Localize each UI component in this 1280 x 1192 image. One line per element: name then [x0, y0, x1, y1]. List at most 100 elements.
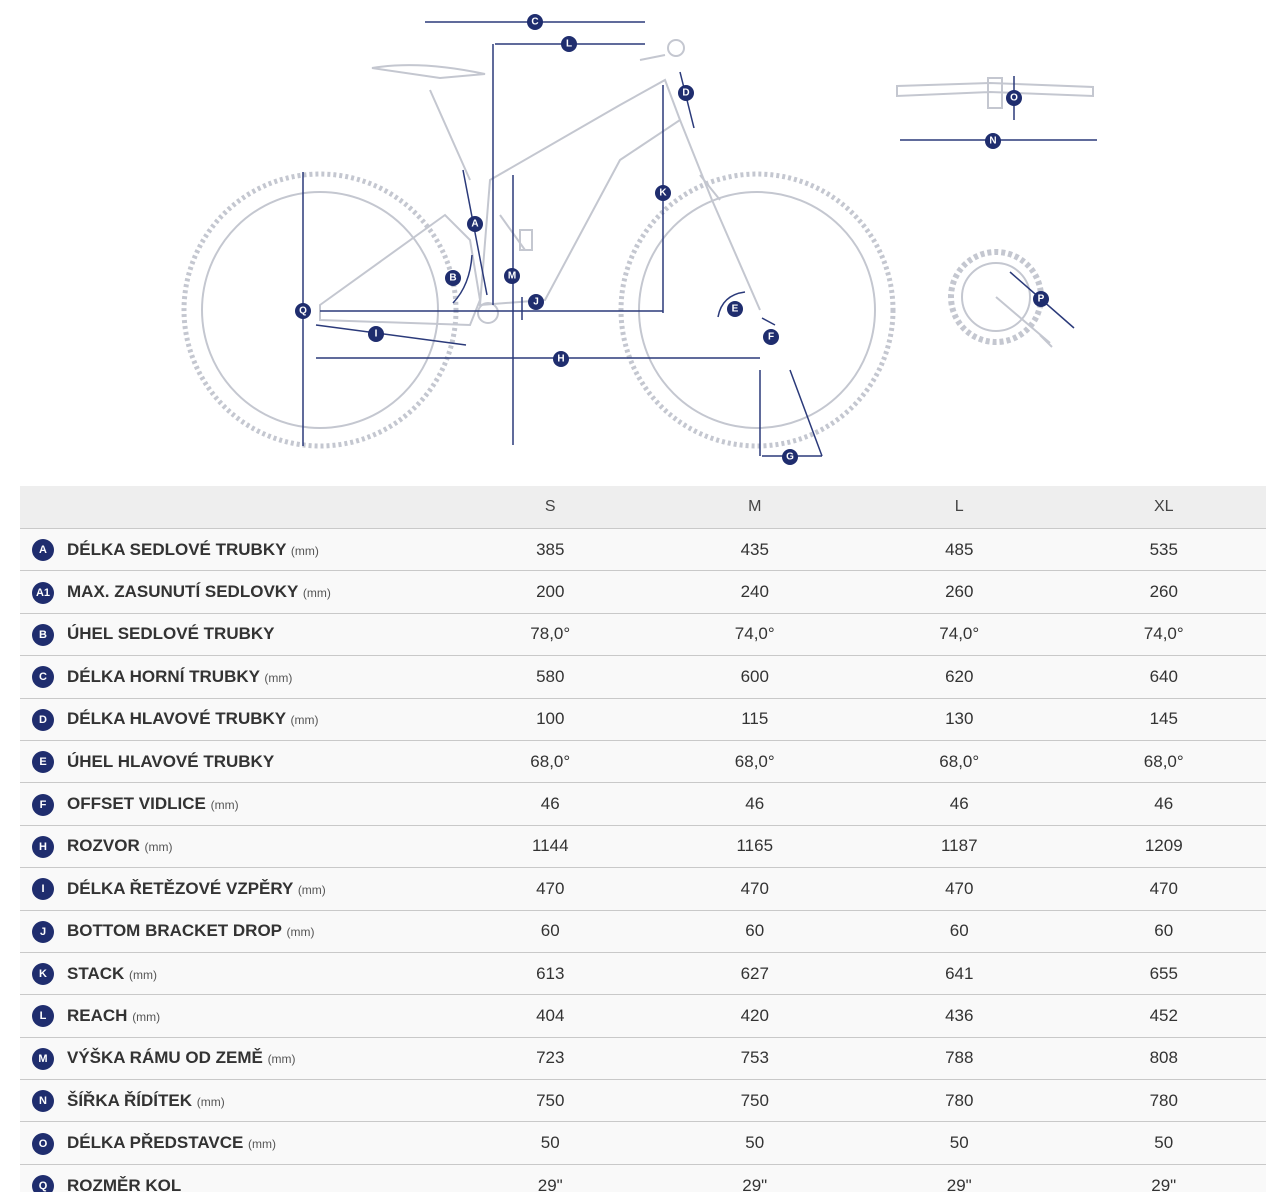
- value-cell: 29": [652, 1163, 857, 1192]
- table-row: L REACH (mm) 404 420 436 452: [20, 994, 1266, 1038]
- value-cell: 1187: [857, 824, 1062, 868]
- value-cell: 50: [652, 1121, 857, 1165]
- badge-cell: L: [20, 994, 66, 1038]
- value-cell: 641: [857, 951, 1062, 995]
- value-cell: 50: [857, 1121, 1062, 1165]
- unit: (mm): [210, 798, 239, 813]
- value-cell: 404: [448, 994, 653, 1038]
- row-name: DÉLKA HLAVOVÉ TRUBKY (mm): [66, 697, 448, 741]
- unit: (mm): [290, 713, 319, 728]
- label-circle: [678, 85, 694, 101]
- table-row: N ŠÍŘKA ŘÍDÍTEK (mm) 750 750 780 780: [20, 1079, 1266, 1122]
- unit: (mm): [297, 882, 326, 897]
- dimension-label: D: [678, 85, 694, 101]
- value-cell: 74,0°: [1061, 612, 1266, 656]
- value-cell: 74,0°: [857, 612, 1062, 656]
- value-cell: 46: [448, 782, 653, 826]
- label-text: M: [508, 271, 516, 282]
- label-text: L: [566, 39, 572, 50]
- dimension-label: P: [1033, 291, 1049, 307]
- value-cell: 753: [652, 1036, 857, 1080]
- value-cell: 452: [1061, 994, 1266, 1038]
- geometry-table: S M L XL A DÉLKA SEDLOVÉ TRUBKY (mm) 385 435 48…: [20, 486, 1266, 1192]
- badge: J: [32, 920, 54, 943]
- unit: (mm): [267, 1052, 296, 1067]
- name-text: ROZVOR: [67, 836, 140, 856]
- dimension-label: Q: [295, 303, 311, 319]
- badge-cell: O: [20, 1121, 66, 1165]
- row-name: MAX. ZASUNUTÍ SEDLOVKY (mm): [66, 570, 448, 614]
- table-row: H ROZVOR (mm) 1144 1165 1187 1209: [20, 824, 1266, 868]
- value-cell: 60: [652, 909, 857, 953]
- name-text: ROZMĚR KOL: [67, 1175, 182, 1192]
- value-cell: 145: [1061, 697, 1266, 741]
- label-text: E: [732, 304, 739, 315]
- value-cell: 50: [1061, 1121, 1266, 1165]
- name-text: MAX. ZASUNUTÍ SEDLOVKY: [67, 582, 299, 602]
- name-text: VÝŠKA RÁMU OD ZEMĚ: [67, 1048, 263, 1068]
- row-name: REACH (mm): [66, 994, 448, 1038]
- table-row: I DÉLKA ŘETĚZOVÉ VZPĚRY (mm) 470 470 470 470: [20, 867, 1266, 911]
- label-text: D: [682, 88, 689, 99]
- value-cell: 780: [1061, 1079, 1266, 1122]
- label-circle: [295, 303, 311, 319]
- label-circle: [727, 301, 743, 317]
- label-circle: [528, 294, 544, 310]
- column-header: L: [857, 486, 1062, 529]
- badge-cell: J: [20, 909, 66, 953]
- row-name: BOTTOM BRACKET DROP (mm): [66, 909, 448, 953]
- badge-cell: H: [20, 824, 66, 868]
- label-text: Q: [299, 306, 307, 317]
- label-circle: [1033, 291, 1049, 307]
- label-text: K: [659, 188, 667, 199]
- table-row: J BOTTOM BRACKET DROP (mm) 60 60 60 60: [20, 909, 1266, 953]
- row-name: DÉLKA HORNÍ TRUBKY (mm): [66, 655, 448, 699]
- table-row: E ÚHEL HLAVOVÉ TRUBKY 68,0° 68,0° 68,0° 68,0°: [20, 739, 1266, 783]
- dimension-label: F: [763, 329, 779, 345]
- value-cell: 260: [857, 570, 1062, 614]
- badge-cell: E: [20, 739, 66, 783]
- dimension-label: C: [527, 14, 543, 30]
- badge-cell: D: [20, 697, 66, 741]
- row-name: ÚHEL HLAVOVÉ TRUBKY: [66, 739, 448, 783]
- name-text: OFFSET VIDLICE: [67, 794, 206, 814]
- badge-cell: F: [20, 782, 66, 826]
- label-circle: [1006, 90, 1022, 106]
- value-cell: 46: [1061, 782, 1266, 826]
- badge-cell: C: [20, 655, 66, 699]
- value-cell: 620: [857, 655, 1062, 699]
- label-circle: [467, 216, 483, 232]
- badge-cell: K: [20, 951, 66, 995]
- unit: (mm): [286, 925, 315, 940]
- label-text: A: [471, 219, 478, 230]
- badge: E: [32, 751, 54, 774]
- value-cell: 78,0°: [448, 612, 653, 656]
- badge: K: [32, 963, 54, 986]
- row-name: ROZVOR (mm): [66, 824, 448, 868]
- unit: (mm): [264, 670, 293, 685]
- badge-cell: A1: [20, 570, 66, 614]
- name-text: DÉLKA HORNÍ TRUBKY: [67, 666, 260, 686]
- dimension-lines: [302, 21, 1097, 457]
- row-name: ÚHEL SEDLOVÉ TRUBKY: [66, 612, 448, 656]
- label-circle: [553, 351, 569, 367]
- value-cell: 613: [448, 951, 653, 995]
- badge: F: [32, 793, 54, 816]
- dimension-label: H: [553, 351, 569, 367]
- dimension-label: B: [445, 270, 461, 286]
- table-row: M VÝŠKA RÁMU OD ZEMĚ (mm) 723 753 788 808: [20, 1036, 1266, 1080]
- value-cell: 1144: [448, 824, 653, 868]
- value-cell: 260: [1061, 570, 1266, 614]
- row-name: DÉLKA PŘEDSTAVCE (mm): [66, 1121, 448, 1165]
- name-text: BOTTOM BRACKET DROP: [67, 921, 282, 941]
- row-name: VÝŠKA RÁMU OD ZEMĚ (mm): [66, 1036, 448, 1080]
- badge: H: [32, 835, 54, 858]
- label-circle: [445, 270, 461, 286]
- dimension-label: O: [1006, 90, 1022, 106]
- name-text: REACH: [67, 1005, 128, 1025]
- dimension-label: N: [985, 133, 1001, 149]
- dimension-label: J: [528, 294, 544, 310]
- name-text: DÉLKA SEDLOVÉ TRUBKY: [67, 539, 287, 559]
- value-cell: 640: [1061, 655, 1266, 699]
- value-cell: 780: [857, 1079, 1062, 1122]
